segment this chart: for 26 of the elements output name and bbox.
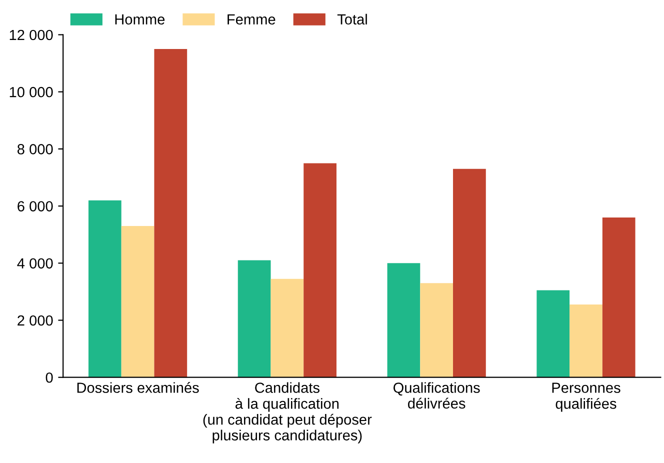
legend-label: Femme: [228, 14, 276, 25]
bar: [238, 260, 271, 378]
y-tick-label: 4 000: [17, 258, 53, 269]
legend-label: Homme: [115, 14, 165, 25]
x-tick-label: Qualifications délivrées: [394, 382, 480, 409]
y-tick-label: 10 000: [10, 86, 53, 98]
y-tick-label: 8 000: [18, 144, 53, 154]
bar: [570, 304, 602, 378]
bar: [602, 217, 636, 378]
y-tick-label: 0: [46, 372, 53, 383]
x-tick-label: Candidats à la qualification (un candidat peut déposer plusieurs candidatures): [203, 382, 372, 444]
bar: [304, 163, 336, 378]
bar: [453, 168, 486, 378]
bar: [387, 263, 420, 378]
legend-label: Total: [337, 14, 367, 25]
bar: [88, 200, 122, 378]
bar: [154, 49, 188, 378]
y-tick-label: 6 000: [18, 201, 53, 212]
x-tick-label: Dossiers examinés: [77, 382, 199, 393]
bar: [420, 283, 454, 378]
bar: [536, 290, 570, 378]
bar: [270, 278, 304, 378]
bar: [121, 226, 154, 378]
x-tick-label: Personnes qualifiées: [552, 382, 620, 412]
y-tick-label: 12 000: [10, 30, 53, 40]
y-tick-label: 2 000: [18, 315, 53, 326]
